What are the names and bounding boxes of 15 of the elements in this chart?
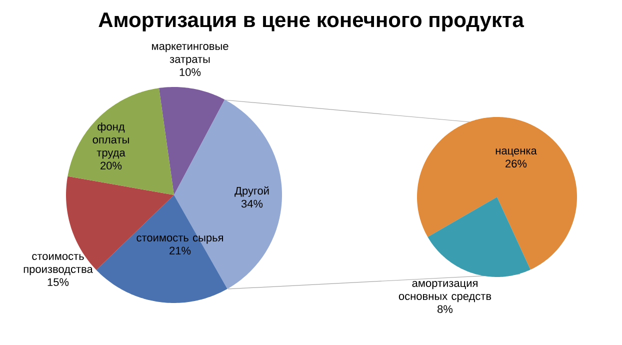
data-label: 10% xyxy=(180,68,201,76)
slice-label: стоимость сырья xyxy=(136,236,223,244)
data-label: 21% xyxy=(170,246,191,254)
slice-label: амортизация основных средств xyxy=(398,280,492,302)
slice-label: наценка xyxy=(496,148,537,157)
data-label: 15% xyxy=(48,278,69,286)
slice-label: Другой xyxy=(234,186,269,197)
slice-label: маркетинговые затраты xyxy=(152,44,228,66)
data-label: 8% xyxy=(438,305,453,313)
slice-label: стоимость производства xyxy=(24,254,93,276)
chart-title: Амортизация в цене конечного продукта xyxy=(98,12,524,32)
slice-label: фонд оплаты труда xyxy=(92,122,129,159)
data-label: 26% xyxy=(506,160,527,168)
data-label: 34% xyxy=(241,200,263,208)
data-label: 20% xyxy=(100,162,122,170)
